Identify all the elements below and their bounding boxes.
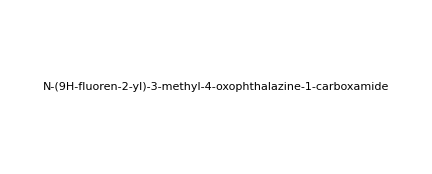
Text: N-(9H-fluoren-2-yl)-3-methyl-4-oxophthalazine-1-carboxamide: N-(9H-fluoren-2-yl)-3-methyl-4-oxophthal… — [43, 82, 389, 92]
